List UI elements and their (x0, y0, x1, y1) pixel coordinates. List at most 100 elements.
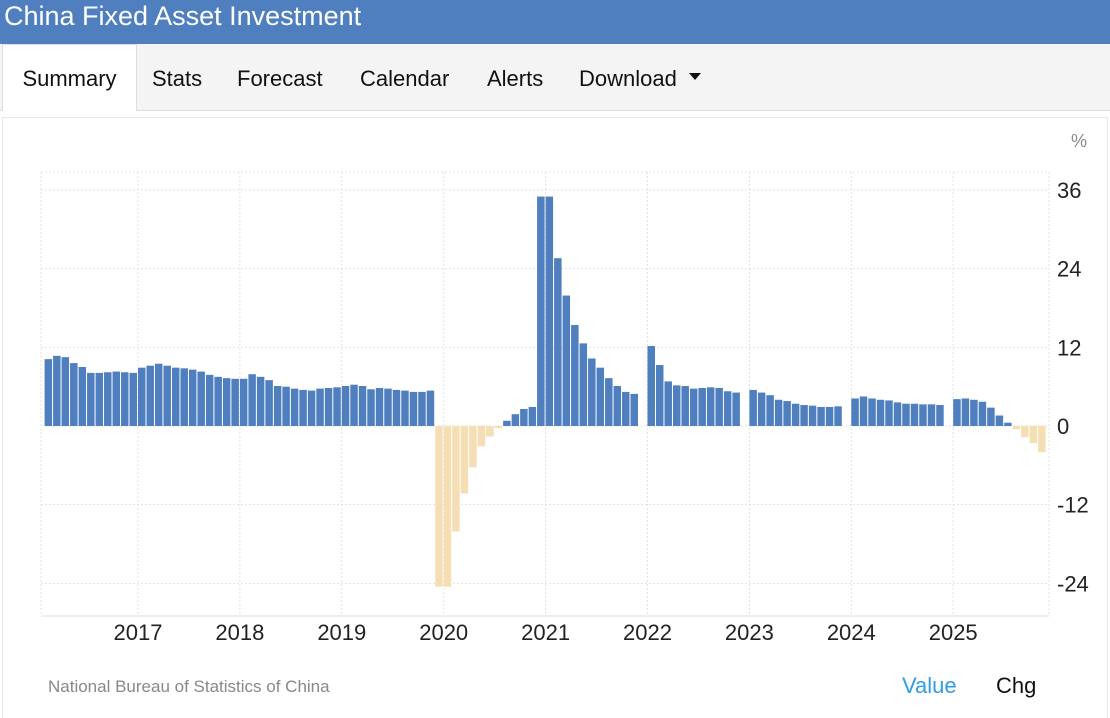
bar[interactable] (1004, 422, 1012, 426)
bar[interactable] (613, 386, 622, 426)
bar[interactable] (375, 387, 384, 426)
bar[interactable] (426, 390, 435, 426)
bar[interactable] (503, 420, 511, 426)
bar[interactable] (171, 367, 180, 426)
bar[interactable] (129, 372, 137, 426)
tab-summary[interactable]: Summary (2, 44, 137, 112)
bar[interactable] (579, 343, 588, 426)
bar[interactable] (214, 376, 222, 426)
bar[interactable] (1038, 426, 1046, 453)
bar[interactable] (605, 378, 613, 426)
bar[interactable] (885, 400, 893, 426)
bar[interactable] (825, 406, 834, 426)
bar[interactable] (706, 387, 715, 426)
bar[interactable] (655, 365, 664, 426)
bar[interactable] (936, 405, 944, 426)
bar[interactable] (774, 399, 783, 426)
bar[interactable] (282, 386, 290, 426)
bar[interactable] (554, 258, 562, 426)
bar[interactable] (987, 407, 995, 426)
bar[interactable] (231, 378, 239, 426)
bar[interactable] (316, 388, 324, 426)
bar[interactable] (715, 387, 723, 426)
bar[interactable] (350, 384, 358, 426)
bar[interactable] (78, 367, 87, 426)
bar[interactable] (910, 403, 919, 426)
bar[interactable] (384, 388, 392, 426)
bar[interactable] (163, 365, 171, 426)
bar[interactable] (672, 385, 681, 426)
bar[interactable] (409, 391, 418, 426)
bar[interactable] (876, 399, 885, 426)
bar[interactable] (324, 387, 333, 426)
bar[interactable] (273, 386, 282, 426)
bar[interactable] (851, 398, 859, 426)
bar[interactable] (622, 391, 630, 426)
bar[interactable] (299, 389, 307, 426)
bar[interactable] (791, 403, 800, 426)
bar[interactable] (647, 346, 655, 426)
bar[interactable] (180, 368, 188, 426)
tab-forecast[interactable]: Forecast (237, 66, 323, 91)
bar[interactable] (121, 372, 129, 426)
bar[interactable] (222, 378, 231, 426)
bar[interactable] (630, 393, 639, 426)
tab-stats[interactable]: Stats (152, 66, 203, 91)
bar[interactable] (146, 365, 154, 426)
bar[interactable] (783, 401, 791, 426)
bar[interactable] (545, 196, 554, 426)
bar[interactable] (817, 406, 825, 426)
bar[interactable] (596, 367, 605, 426)
bar[interactable] (469, 426, 477, 468)
bar[interactable] (511, 414, 520, 426)
bar[interactable] (537, 196, 545, 426)
bar[interactable] (520, 408, 528, 426)
bar[interactable] (893, 402, 902, 426)
bar[interactable] (749, 389, 757, 426)
bar[interactable] (154, 363, 163, 426)
bar[interactable] (970, 399, 978, 426)
bar[interactable] (808, 405, 817, 426)
bar[interactable] (418, 391, 426, 426)
bar[interactable] (333, 387, 341, 426)
bar[interactable] (732, 392, 740, 426)
bar[interactable] (689, 388, 698, 426)
bar[interactable] (1029, 426, 1038, 444)
bar[interactable] (868, 398, 876, 426)
bar[interactable] (995, 415, 1004, 426)
bar[interactable] (953, 399, 961, 426)
bar[interactable] (571, 325, 579, 426)
bar[interactable] (681, 386, 689, 426)
bar[interactable] (112, 371, 121, 426)
bar[interactable] (104, 372, 112, 426)
bar[interactable] (61, 357, 70, 426)
bar[interactable] (401, 390, 409, 426)
bar[interactable] (248, 374, 256, 426)
bar[interactable] (452, 426, 460, 532)
bar[interactable] (265, 380, 273, 426)
bar[interactable] (435, 426, 443, 587)
bar[interactable] (927, 404, 936, 426)
value-toggle[interactable]: Value (902, 673, 957, 698)
bar[interactable] (1021, 426, 1029, 438)
bar[interactable] (588, 358, 596, 426)
bar[interactable] (44, 359, 53, 426)
bar[interactable] (961, 398, 970, 426)
bar[interactable] (494, 426, 503, 428)
tab-alerts[interactable]: Alerts (487, 66, 544, 91)
chg-toggle[interactable]: Chg (996, 673, 1037, 698)
bar[interactable] (392, 389, 401, 426)
bar[interactable] (341, 386, 350, 426)
bar[interactable] (834, 406, 842, 426)
bar[interactable] (95, 372, 104, 426)
bar[interactable] (528, 406, 537, 426)
bar[interactable] (197, 371, 205, 426)
bar[interactable] (902, 403, 910, 426)
bar[interactable] (138, 367, 146, 426)
bar[interactable] (562, 295, 571, 426)
bar[interactable] (205, 374, 214, 426)
bar[interactable] (70, 363, 78, 426)
bar[interactable] (664, 381, 672, 426)
bar[interactable] (723, 391, 732, 426)
bar[interactable] (1012, 426, 1021, 430)
